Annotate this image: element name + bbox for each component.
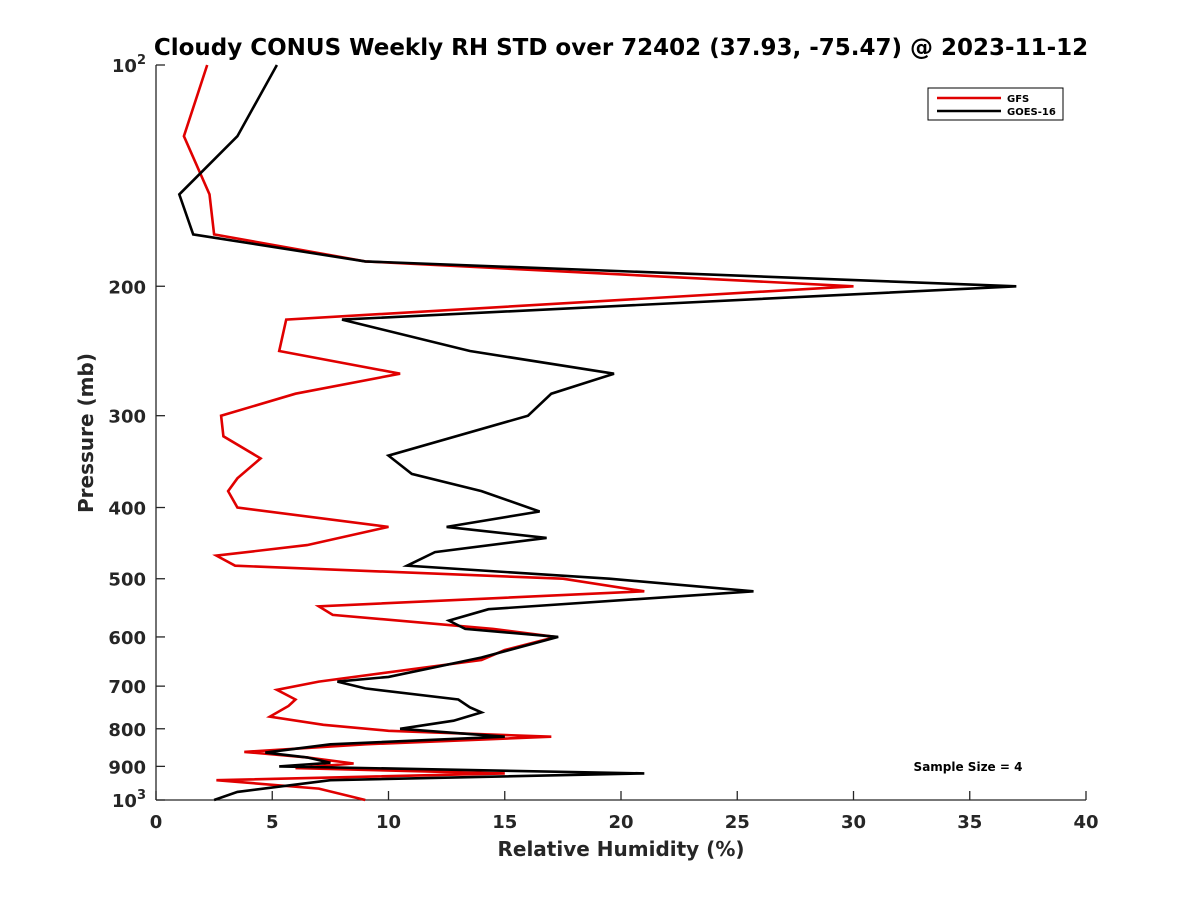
- axes: 0 5 10 15 20 25 30 35 40 102 200 300 400 500 600 700 80…: [108, 53, 1098, 833]
- x-axis-label: Relative Humidity (%): [497, 837, 744, 861]
- x-tick-label: 10: [376, 812, 401, 833]
- x-tick-label: 40: [1073, 812, 1098, 833]
- legend-label-goes-16: GOES-16: [1007, 107, 1056, 118]
- x-tick-label: 35: [957, 812, 982, 833]
- series-line-goes-16: [177, 64, 1017, 802]
- x-ticks: 0 5 10 15 20 25 30 35 40: [150, 791, 1099, 833]
- chart-title: Cloudy CONUS Weekly RH STD over 72402 (3…: [154, 35, 1088, 61]
- series-layer: [177, 64, 1017, 802]
- x-tick-label: 5: [266, 812, 279, 833]
- y-tick-label: 500: [108, 570, 146, 591]
- x-tick-label: 20: [608, 812, 633, 833]
- y-axis-label: Pressure (mb): [74, 353, 98, 513]
- legend-box: [927, 87, 1064, 121]
- y-tick-label: 600: [108, 628, 146, 649]
- y-tick-label: 200: [108, 277, 146, 298]
- y-tick-label: 102: [112, 53, 146, 77]
- y-tick-label: 400: [108, 499, 146, 520]
- y-tick-label: 103: [112, 788, 146, 812]
- legend-label-gfs: GFS: [1007, 94, 1029, 105]
- y-tick-label: 800: [108, 720, 146, 741]
- x-tick-label: 0: [150, 812, 163, 833]
- x-tick-label: 15: [492, 812, 517, 833]
- legend: GFS GOES-16: [927, 87, 1064, 121]
- sample-size-annotation: Sample Size = 4: [914, 760, 1023, 774]
- y-tick-label: 700: [108, 677, 146, 698]
- y-tick-label: 900: [108, 757, 146, 778]
- y-tick-label: 300: [108, 407, 146, 428]
- x-tick-label: 30: [841, 812, 866, 833]
- x-tick-label: 25: [725, 812, 750, 833]
- y-ticks: 102 200 300 400 500 600 700 800 900 103: [108, 53, 165, 812]
